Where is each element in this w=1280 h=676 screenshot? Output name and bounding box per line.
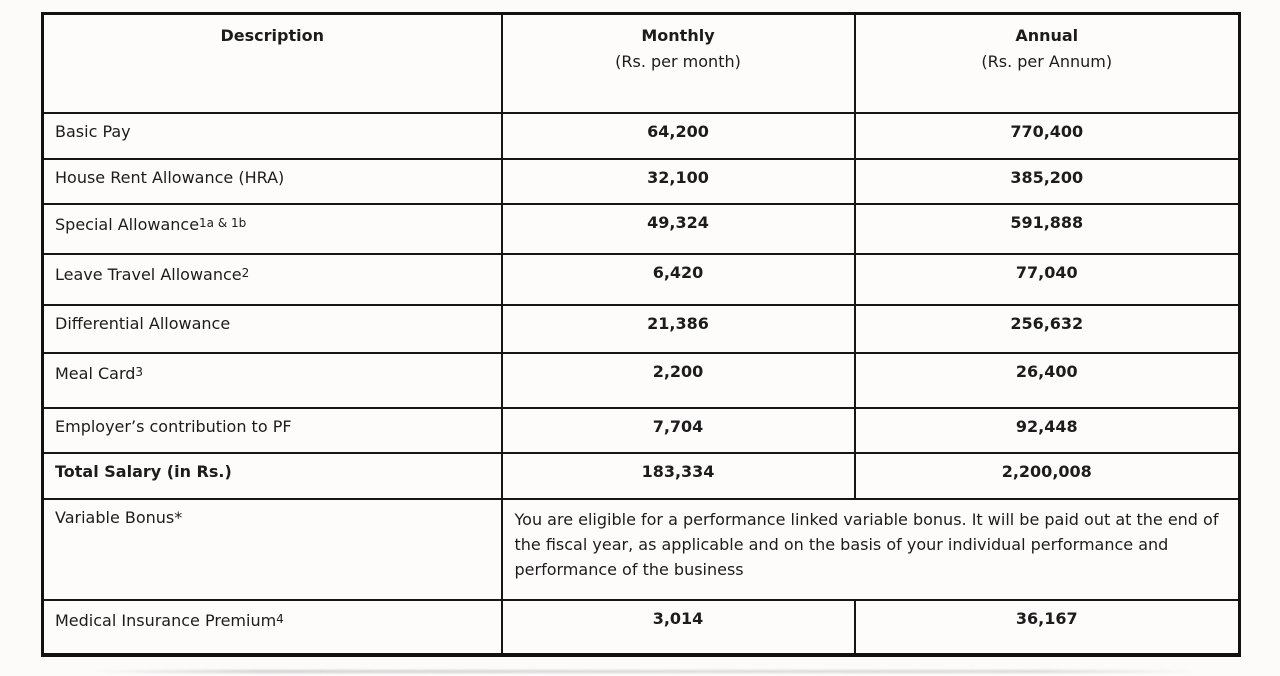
annual-value: 92,448 (853, 406, 1241, 454)
table-row-leave-travel-allowance: Leave Travel Allowance2 6,420 77,040 (41, 252, 1241, 306)
annual-value: 770,400 (853, 111, 1241, 160)
variable-bonus-description: You are eligible for a performance linke… (500, 497, 1241, 601)
table-row-medical-insurance: Medical Insurance Premium4 3,014 36,167 (41, 598, 1241, 656)
row-label-text: Differential Allowance (55, 313, 231, 333)
annual-value: 385,200 (853, 157, 1241, 205)
scan-artifact-line (95, 670, 1200, 673)
row-label-text: Meal Card (55, 363, 136, 383)
row-label-text: Variable Bonus* (55, 507, 183, 527)
header-annual-title: Annual (1015, 26, 1079, 45)
table-row-special-allowance: Special Allowance1a & 1b 49,324 591,888 (41, 202, 1241, 255)
row-label-text: Employer’s contribution to PF (55, 416, 292, 436)
monthly-value: 32,100 (500, 157, 856, 205)
monthly-value: 21,386 (500, 303, 856, 354)
header-annual: Annual (Rs. per Annum) (853, 12, 1241, 114)
header-row: Description Monthly (Rs. per month) Annu… (41, 12, 1241, 114)
table-row-employer-pf: Employer’s contribution to PF 7,704 92,4… (41, 406, 1241, 454)
monthly-value: 7,704 (500, 406, 856, 454)
annual-value: 2,200,008 (853, 451, 1241, 500)
annual-value: 36,167 (853, 598, 1241, 656)
row-label-text: House Rent Allowance (HRA) (55, 167, 285, 187)
row-label-text: Basic Pay (55, 121, 131, 141)
row-label: Special Allowance1a & 1b (41, 202, 503, 255)
table-row-differential-allowance: Differential Allowance 21,386 256,632 (41, 303, 1241, 354)
monthly-value: 64,200 (500, 111, 856, 160)
annual-value: 26,400 (853, 351, 1241, 409)
table-row-variable-bonus: Variable Bonus* You are eligible for a p… (41, 497, 1241, 601)
footnote-marker: 1a & 1b (199, 215, 247, 230)
row-label: Medical Insurance Premium4 (41, 598, 503, 656)
row-label-text: Total Salary (in Rs.) (55, 461, 232, 481)
monthly-value: 49,324 (500, 202, 856, 255)
annual-value: 591,888 (853, 202, 1241, 255)
header-monthly: Monthly (Rs. per month) (500, 12, 856, 114)
row-label-text: Special Allowance (55, 214, 200, 234)
row-label-text: Medical Insurance Premium (55, 610, 277, 630)
row-label-text: Leave Travel Allowance (55, 264, 242, 284)
row-label: Total Salary (in Rs.) (41, 451, 503, 500)
row-label: Leave Travel Allowance2 (41, 252, 503, 306)
monthly-value: 3,014 (500, 598, 856, 656)
row-label: Employer’s contribution to PF (41, 406, 503, 454)
table-row-meal-card: Meal Card3 2,200 26,400 (41, 351, 1241, 409)
header-monthly-title: Monthly (641, 26, 715, 45)
row-label: Differential Allowance (41, 303, 503, 354)
annual-value: 256,632 (853, 303, 1241, 354)
row-label: Meal Card3 (41, 351, 503, 409)
row-label: Variable Bonus* (41, 497, 503, 601)
monthly-value: 183,334 (500, 451, 856, 500)
header-monthly-subtitle: (Rs. per month) (615, 52, 741, 71)
header-description: Description (41, 12, 503, 114)
table-row-total-salary: Total Salary (in Rs.) 183,334 2,200,008 (41, 451, 1241, 500)
salary-breakdown-table: Description Monthly (Rs. per month) Annu… (41, 12, 1241, 657)
header-annual-subtitle: (Rs. per Annum) (981, 52, 1113, 71)
monthly-value: 2,200 (500, 351, 856, 409)
footnote-marker: 2 (241, 265, 250, 280)
row-label: Basic Pay (41, 111, 503, 160)
header-description-label: Description (220, 26, 324, 45)
row-label: House Rent Allowance (HRA) (41, 157, 503, 205)
footnote-marker: 4 (276, 611, 284, 626)
table-row-basic-pay: Basic Pay 64,200 770,400 (41, 111, 1241, 160)
monthly-value: 6,420 (500, 252, 856, 306)
footnote-marker: 3 (135, 364, 144, 379)
annual-value: 77,040 (853, 252, 1241, 306)
table-row-hra: House Rent Allowance (HRA) 32,100 385,20… (41, 157, 1241, 205)
